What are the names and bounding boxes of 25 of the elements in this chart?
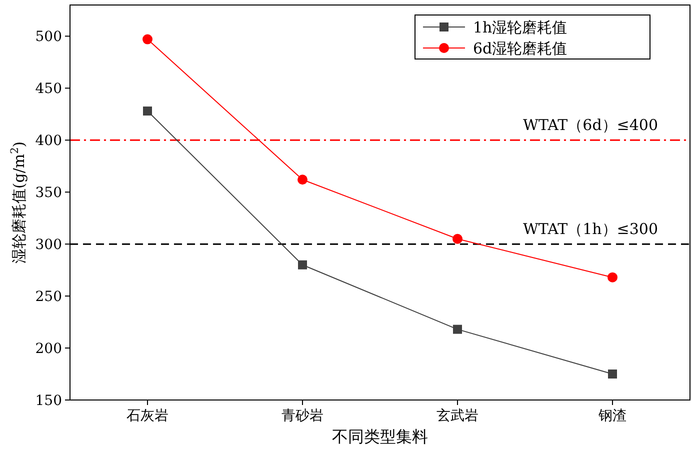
- x-tick-label: 石灰岩: [126, 408, 168, 424]
- y-tick-label: 300: [35, 236, 62, 253]
- y-tick-label: 200: [35, 340, 62, 357]
- point: [142, 34, 152, 44]
- point: [143, 106, 152, 116]
- ref-line-label: WTAT（6d）≤400: [523, 116, 658, 134]
- point: [298, 174, 308, 185]
- y-tick-label: 150: [35, 392, 62, 409]
- y-tick-label: 400: [35, 133, 62, 150]
- x-tick-label: 玄武岩: [436, 408, 478, 424]
- point: [298, 260, 307, 270]
- y-tick-label: 500: [35, 29, 62, 46]
- x-tick-label: 钢渣: [598, 408, 626, 424]
- point: [608, 370, 617, 379]
- legend-label: 1h湿轮磨耗值: [473, 18, 568, 36]
- x-tick-label: 青砂岩: [282, 408, 324, 424]
- point: [452, 234, 462, 244]
- point: [453, 324, 462, 334]
- ref-line-label: WTAT（1h）≤300: [522, 220, 658, 238]
- legend-label: 6d湿轮磨耗值: [473, 39, 568, 58]
- y-tick-label: 450: [35, 81, 62, 98]
- y-tick-label: 350: [35, 185, 62, 202]
- y-tick-label: 250: [35, 288, 62, 305]
- point: [608, 272, 618, 282]
- x-axis-title: 不同类型集料: [332, 427, 428, 446]
